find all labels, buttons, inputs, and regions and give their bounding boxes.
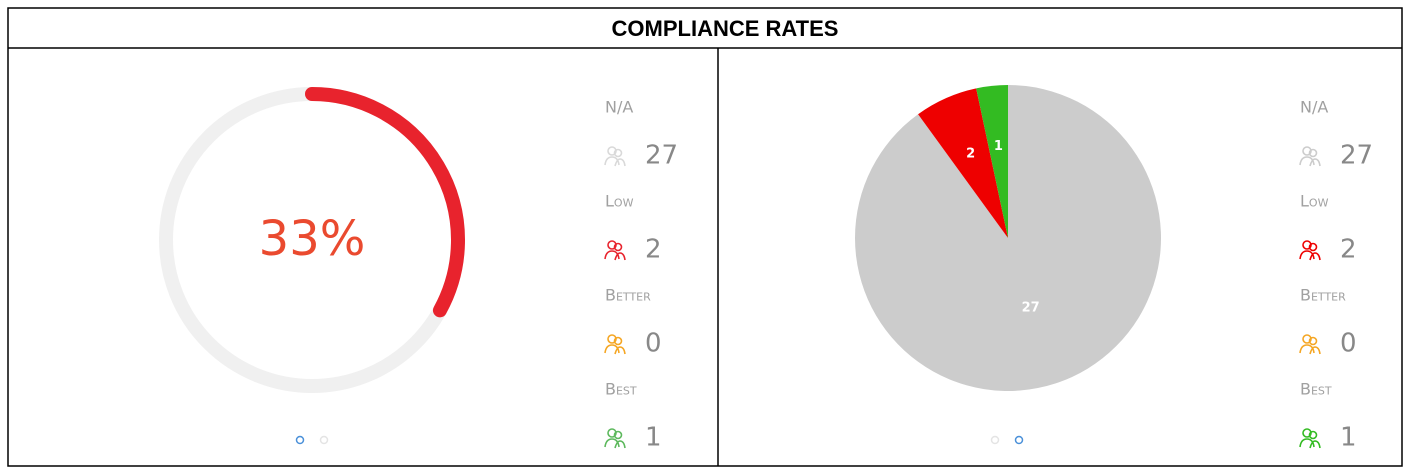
gauge-value: 33% xyxy=(259,211,366,267)
icon-head xyxy=(1308,430,1318,440)
user-icon xyxy=(1299,146,1321,167)
user-icon xyxy=(1299,334,1321,355)
legend-label: N/A xyxy=(1300,98,1328,117)
icon-head xyxy=(613,336,623,346)
slice-label: 2 xyxy=(966,147,975,162)
icon-head xyxy=(1308,242,1318,252)
user-icon xyxy=(604,428,626,449)
user-icon xyxy=(604,146,626,167)
legend-label: N/A xyxy=(605,98,633,117)
pie-slice xyxy=(976,85,1008,238)
slice-label: 27 xyxy=(1022,300,1040,315)
icon-head xyxy=(1302,146,1312,156)
icon-head xyxy=(607,428,617,438)
icon-body xyxy=(1309,252,1321,261)
user-icon xyxy=(1299,240,1321,261)
icon-head xyxy=(607,240,617,250)
page-dot[interactable] xyxy=(1014,435,1024,445)
page-dot[interactable] xyxy=(319,435,329,445)
legend-count: 27 xyxy=(645,141,678,171)
legend-count: 0 xyxy=(1340,329,1357,359)
legend-count: 2 xyxy=(645,235,662,265)
icon-head xyxy=(1308,336,1318,346)
legend-count: 1 xyxy=(645,423,662,453)
icon-head xyxy=(1308,148,1318,158)
icon-body xyxy=(614,440,626,449)
frame xyxy=(7,7,1403,467)
icon-body xyxy=(1309,346,1321,355)
legend-label: Best xyxy=(605,380,637,399)
gauge-arc xyxy=(305,87,465,318)
pie-slice xyxy=(918,88,1008,238)
icon-body xyxy=(1309,158,1321,167)
icon-head xyxy=(607,146,617,156)
legend-count: 1 xyxy=(1340,423,1357,453)
legend-count: 0 xyxy=(645,329,662,359)
user-icon xyxy=(1299,428,1321,449)
icon-body xyxy=(614,158,626,167)
page-dot[interactable] xyxy=(990,435,1000,445)
icon-head xyxy=(607,334,617,344)
slice-label: 1 xyxy=(994,139,1003,154)
icon-head xyxy=(1302,334,1312,344)
legend-label: Best xyxy=(1300,380,1332,399)
icon-head xyxy=(613,430,623,440)
icon-head xyxy=(613,148,623,158)
icon-head xyxy=(613,242,623,252)
icon-body xyxy=(1309,440,1321,449)
user-icon xyxy=(604,334,626,355)
user-icon xyxy=(604,240,626,261)
icon-head xyxy=(1302,240,1312,250)
legend-label: Better xyxy=(605,286,651,305)
legend-label: Low xyxy=(1300,192,1329,211)
legend-label: Better xyxy=(1300,286,1346,305)
page-title: COMPLIANCE RATES xyxy=(612,16,839,41)
legend-count: 2 xyxy=(1340,235,1357,265)
legend-count: 27 xyxy=(1340,141,1373,171)
icon-body xyxy=(614,252,626,261)
legend-label: Low xyxy=(605,192,634,211)
page-dot[interactable] xyxy=(295,435,305,445)
icon-head xyxy=(1302,428,1312,438)
icon-body xyxy=(614,346,626,355)
